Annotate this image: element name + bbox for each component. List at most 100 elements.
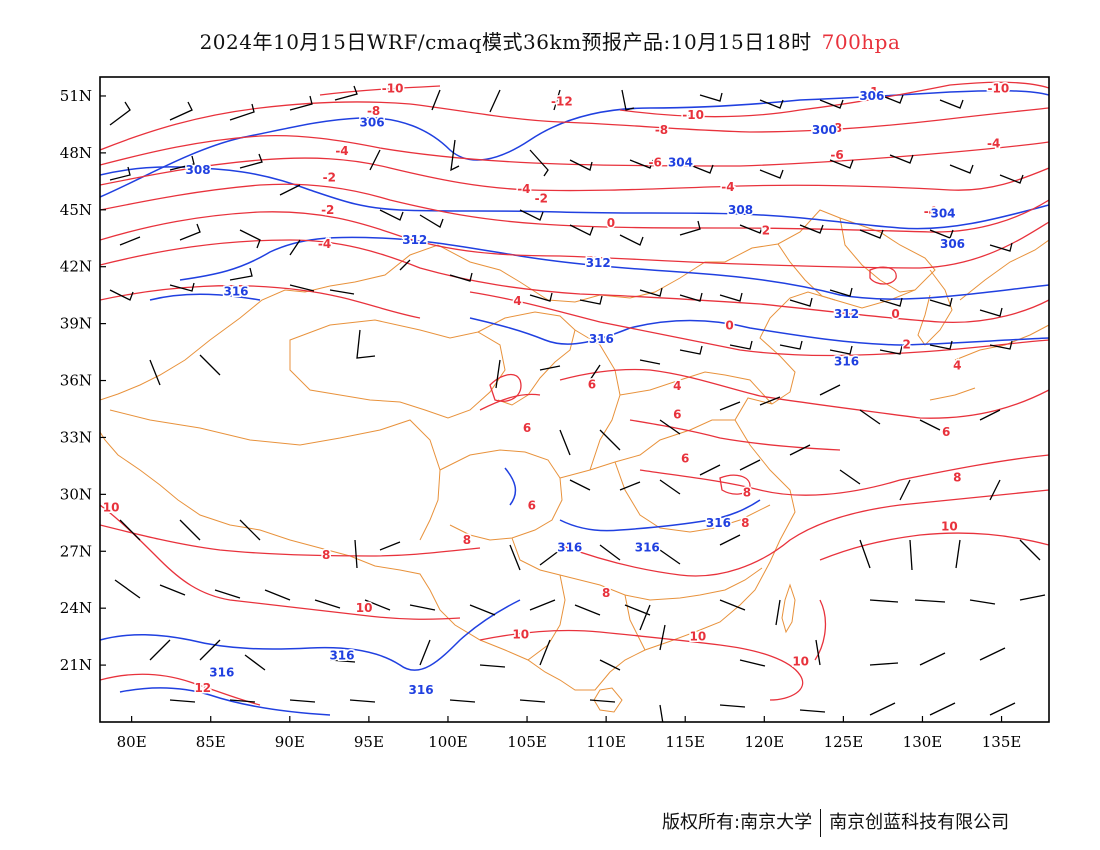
isotherm-m8 (100, 101, 1049, 151)
isotherm-10-sea (814, 599, 827, 661)
temperature-contour-label: 4 (513, 294, 521, 308)
footer-separator (820, 809, 822, 837)
height-contour-label: 312 (834, 307, 859, 321)
isotherm-8-south (559, 489, 1049, 577)
korea-japan (917, 239, 1049, 401)
temperature-contour-label: -4 (318, 237, 331, 251)
plot-frame (99, 76, 1050, 723)
height-contour-label: 312 (402, 233, 427, 247)
temperature-contour-label: 0 (607, 216, 615, 230)
y-tick-label: 36N (60, 372, 92, 390)
temperature-contour-label: 2 (586, 254, 594, 268)
temperature-contour-label: 10 (512, 628, 529, 642)
isotherm-m2 (100, 183, 1049, 233)
isotherm-m10 (319, 81, 1049, 118)
isotherm-10-east (819, 532, 1049, 561)
temperature-contour-label: 12 (194, 681, 211, 695)
temperature-contour-label: 8 (322, 548, 330, 562)
admin-borders (100, 209, 1049, 713)
temperature-contour-label: -2 (321, 203, 334, 217)
y-axis: 51N 48N 45N 42N 39N 36N 33N 30N 27N 24N 21N (60, 87, 106, 674)
x-tick-label: 125E (824, 733, 864, 751)
temperature-contour-label: -2 (535, 191, 548, 205)
footer-owner: 版权所有:南京大学 (662, 812, 813, 833)
temperature-contour-label: -10 (382, 81, 404, 95)
chart-title: 2024年10月15日WRF/cmaq模式36km预报产品:10月15日18时 7… (0, 26, 1100, 55)
y-tick-label: 21N (60, 656, 92, 674)
title-pressure-level: 700hpa (821, 30, 901, 54)
height-contour-label: 300 (812, 123, 837, 137)
y-tick-label: 33N (60, 428, 92, 446)
temperature-contour-label: 6 (681, 451, 689, 465)
y-tick-label: 48N (60, 144, 92, 162)
temperature-contour-label: 6 (942, 425, 950, 439)
y-tick-label: 30N (60, 485, 92, 503)
x-tick-label: 95E (354, 733, 384, 751)
temperature-contour-label: -4 (517, 182, 530, 196)
temperature-contour-label: -4 (987, 136, 1000, 150)
temperature-contour-label: -8 (829, 121, 842, 135)
x-tick-label: 135E (982, 733, 1022, 751)
temperature-contour-label: 0 (891, 307, 899, 321)
gansu-border (477, 311, 576, 406)
temperature-contour-label: 6 (588, 377, 596, 391)
height-contour-label: 316 (223, 284, 248, 298)
temperature-contour-label: -8 (367, 104, 380, 118)
isotherm-2 (100, 239, 1049, 324)
temperature-contour-label: -10 (988, 81, 1010, 95)
isotherm-6 (479, 368, 1049, 419)
temperature-contour-label: 10 (690, 630, 707, 644)
sichuan-border (439, 449, 563, 541)
isotherm-8-west (100, 524, 481, 557)
isotherm-m4 (100, 157, 1049, 192)
y-tick-label: 42N (60, 258, 92, 276)
temperature-contour-label: 2 (902, 337, 910, 351)
height-contour-label: 316 (409, 683, 434, 697)
x-tick-label: 130E (903, 733, 943, 751)
height-contours (100, 90, 1049, 716)
china-outline-north (100, 209, 936, 421)
height-contour-label: 312 (586, 256, 611, 270)
footer-company: 南京创蓝科技有限公司 (829, 812, 1010, 833)
temperature-contour-label: -12 (551, 95, 573, 109)
northeast-borders (777, 217, 916, 301)
x-axis: 80E 85E 90E 95E 100E 105E 110E 115E 120E 125E 130E… (117, 716, 1022, 751)
height-contour-308 (100, 166, 1049, 230)
x-tick-label: 115E (665, 733, 705, 751)
temperature-contour-label: 10 (356, 601, 373, 615)
temperature-contour-label: -10 (682, 108, 704, 122)
taiwan (781, 583, 796, 634)
height-contour-316-sw (119, 687, 331, 716)
height-contour-label: 316 (635, 540, 660, 554)
height-contour-label: 304 (930, 207, 955, 221)
temperature-labels: -10-8-12-10-8-1 -10-8-6-4-2-2-4-6-4-2-402… (101, 80, 1011, 696)
isotherm-m6 (100, 134, 1049, 167)
temperature-contour-label: 0 (725, 319, 733, 333)
height-contour-306 (100, 90, 1049, 198)
height-contour-316-south (100, 467, 761, 671)
height-contour-label: 316 (589, 332, 614, 346)
temperature-contours (100, 81, 1049, 706)
temperature-contour-label: -4 (924, 205, 937, 219)
temperature-contour-label: 8 (463, 533, 471, 547)
temperature-contour-label: 10 (103, 501, 120, 515)
x-tick-label: 110E (586, 733, 626, 751)
height-contour-label: 316 (557, 540, 582, 554)
x-tick-label: 105E (507, 733, 547, 751)
height-contour-label: 316 (706, 516, 731, 530)
height-contour-label: 308 (728, 203, 753, 217)
central-borders (559, 329, 773, 533)
map-layers: -10-8-12-10-8-1 -10-8-6-4-2-2-4-6-4-2-402… (100, 80, 1049, 722)
y-tick-label: 24N (60, 599, 92, 617)
isotherm-10-south (479, 629, 804, 701)
temperature-contour-label: -6 (830, 148, 843, 162)
y-tick-label: 27N (60, 542, 92, 560)
temperature-contour-label: 6 (523, 421, 531, 435)
height-contour-label: 316 (329, 649, 354, 663)
temperature-contour-label: 8 (953, 470, 961, 484)
height-contour-label: 304 (668, 155, 693, 169)
temperature-contour-label: -8 (655, 123, 668, 137)
height-contour-label: 306 (940, 237, 965, 251)
isotherm-8-east (639, 454, 1049, 496)
temperature-contour-label: -4 (721, 180, 734, 194)
